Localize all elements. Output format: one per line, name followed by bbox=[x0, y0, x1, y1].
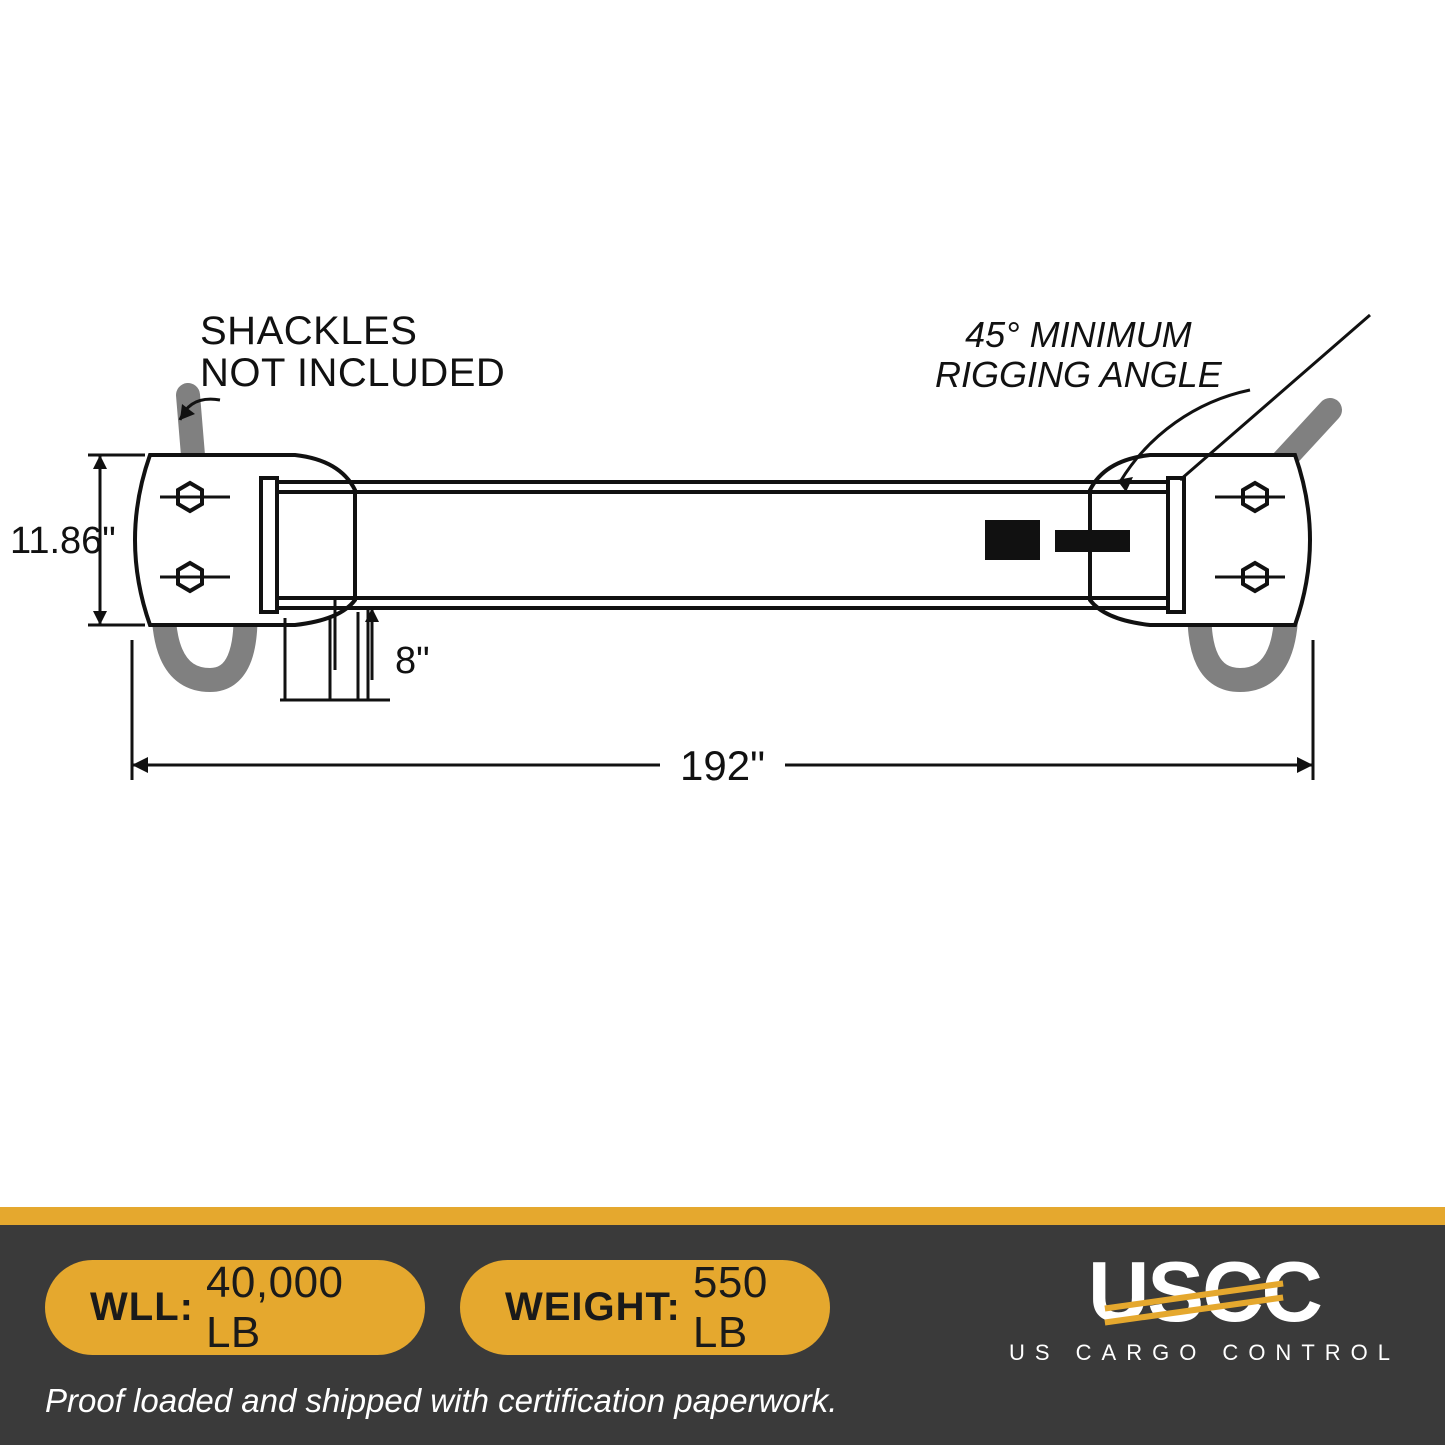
wll-pill: WLL: 40,000 LB bbox=[45, 1260, 425, 1355]
rigging-note: 45° MINIMUM RIGGING ANGLE bbox=[935, 315, 1222, 394]
rigging-line2: RIGGING ANGLE bbox=[935, 354, 1222, 395]
footer: WLL: 40,000 LB WEIGHT: 550 LB Proof load… bbox=[0, 1225, 1445, 1445]
weight-value: 550 LB bbox=[693, 1258, 785, 1358]
gold-accent-bar bbox=[0, 1207, 1445, 1225]
logo-sub: US CARGO CONTROL bbox=[1009, 1340, 1400, 1366]
uscc-logo: USCC US CARGO CONTROL bbox=[1009, 1255, 1400, 1366]
wll-label: WLL: bbox=[90, 1285, 194, 1330]
height-dim: 11.86" bbox=[10, 520, 116, 563]
shackles-note: SHACKLES NOT INCLUDED bbox=[200, 310, 505, 394]
weight-label: WEIGHT: bbox=[505, 1285, 681, 1330]
beam-dim: 8" bbox=[395, 640, 430, 683]
length-dim: 192" bbox=[680, 742, 765, 790]
rigging-line1: 45° MINIMUM bbox=[965, 314, 1191, 355]
tagline: Proof loaded and shipped with certificat… bbox=[45, 1382, 837, 1420]
logo-main: USCC bbox=[1009, 1255, 1400, 1332]
diagram-area: SHACKLES NOT INCLUDED 45° MINIMUM RIGGIN… bbox=[0, 0, 1445, 1140]
weight-pill: WEIGHT: 550 LB bbox=[460, 1260, 830, 1355]
spreader-bar-svg bbox=[0, 0, 1445, 1140]
wll-value: 40,000 LB bbox=[206, 1258, 380, 1358]
